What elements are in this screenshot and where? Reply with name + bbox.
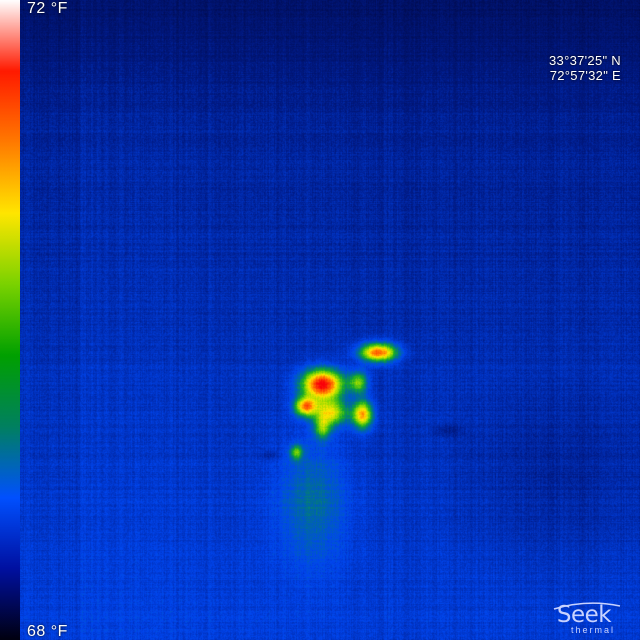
min-temperature-label: 68 °F: [27, 623, 68, 640]
logo-wordmark: Seek: [556, 602, 612, 628]
logo-swoosh-icon: [553, 602, 621, 610]
seek-thermal-logo: Seek thermal: [542, 602, 626, 635]
temperature-color-scale: [0, 0, 20, 640]
logo-subtitle: thermal: [570, 625, 615, 635]
max-temperature-label: 72 °F: [27, 0, 68, 17]
latitude-text: 33°37'25" N: [549, 53, 621, 68]
gps-coordinates: 33°37'25" N 72°57'32" E: [549, 53, 621, 83]
longitude-text: 72°57'32" E: [549, 68, 621, 83]
